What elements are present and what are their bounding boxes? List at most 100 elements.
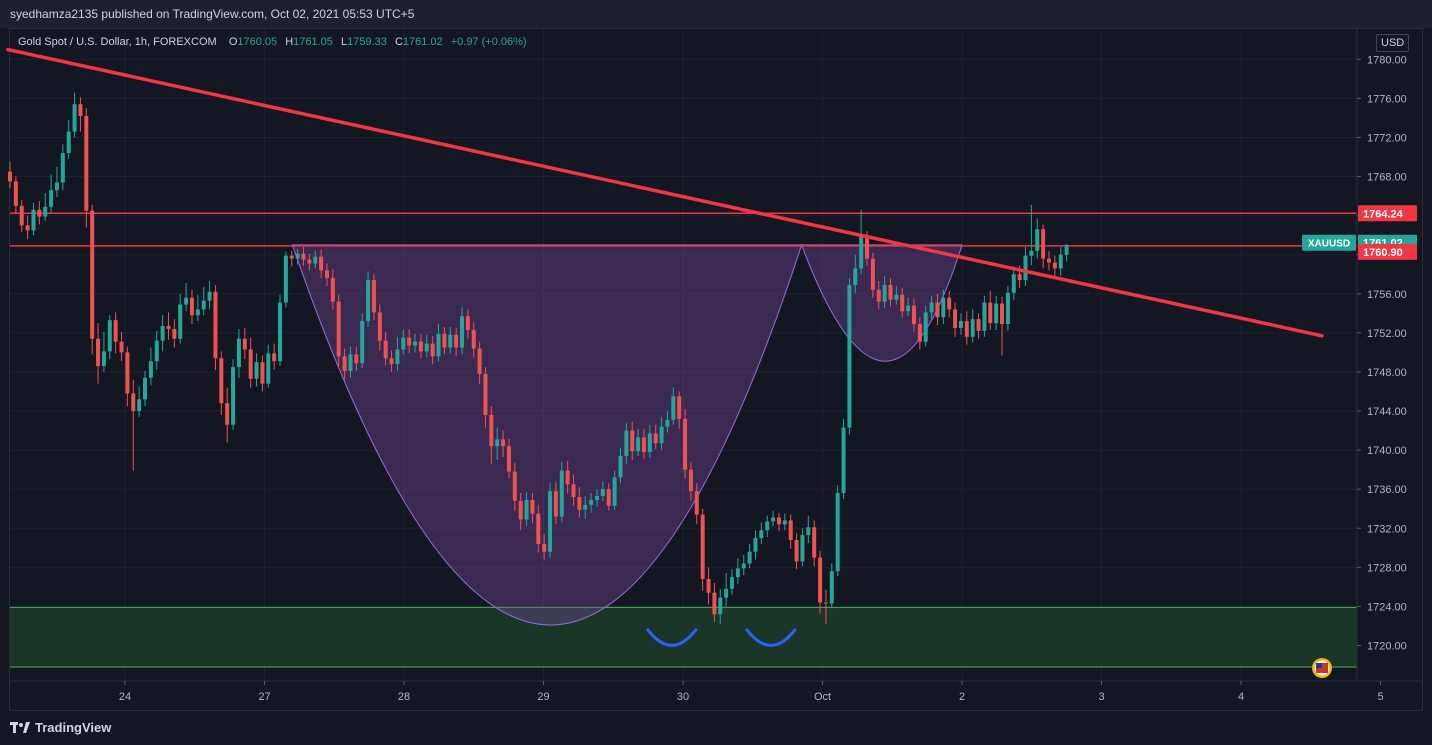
candle	[982, 295, 987, 337]
candle	[436, 324, 441, 362]
time-tick-label: 27	[258, 691, 270, 703]
tradingview-logo-icon	[10, 721, 30, 733]
candle	[630, 421, 635, 460]
candle-body	[665, 419, 670, 427]
candle	[84, 108, 89, 228]
candle-body	[624, 430, 629, 456]
candle	[589, 493, 594, 513]
footer: TradingView	[0, 711, 1432, 745]
candle-body	[319, 256, 324, 271]
symbol-tag-text: XAUUSD	[1308, 239, 1350, 250]
candle	[477, 341, 482, 384]
candle-body	[806, 527, 811, 536]
currency-selector[interactable]: USD	[1376, 34, 1410, 52]
candle-body	[195, 309, 200, 316]
candle-body	[254, 362, 259, 379]
candle-body	[724, 588, 729, 598]
candle	[518, 493, 523, 531]
candle-body	[747, 551, 752, 564]
price-label: 1764.24	[1358, 205, 1417, 222]
price-label-bg	[1358, 243, 1417, 260]
candle	[994, 295, 999, 330]
candle-body	[876, 289, 881, 302]
time-tick-label: 29	[537, 691, 549, 703]
candle	[424, 334, 429, 358]
open-value: 1760.05	[237, 36, 278, 48]
symbol-name[interactable]: Gold Spot / U.S. Dollar, 1h, FOREXCOM	[18, 36, 217, 48]
candle-body	[166, 326, 171, 329]
candle-body	[495, 439, 500, 447]
candle	[54, 166, 59, 198]
price-tick-label: 1768.00	[1367, 172, 1407, 184]
candle	[195, 294, 200, 322]
candle	[336, 294, 341, 367]
candle-body	[600, 489, 605, 497]
candle	[1011, 266, 1016, 300]
candle-body	[66, 131, 71, 154]
candle	[847, 278, 852, 435]
candles	[8, 92, 1069, 625]
candle-body	[137, 399, 142, 412]
candle	[911, 298, 916, 332]
candle	[143, 370, 148, 407]
candle-body	[154, 340, 159, 362]
candle-body	[765, 521, 770, 531]
candle	[876, 281, 881, 310]
price-tick-label: 1728.00	[1367, 562, 1407, 574]
candle	[970, 309, 975, 343]
candle-body	[677, 396, 682, 419]
candle-body	[19, 205, 24, 226]
candle-body	[90, 210, 95, 339]
candle	[96, 323, 101, 384]
candle-body	[694, 491, 699, 515]
candle-body	[501, 439, 506, 447]
candle-body	[518, 500, 523, 520]
candle-body	[641, 437, 646, 453]
trendline	[6, 47, 1324, 338]
candle-body	[395, 349, 400, 365]
candle	[430, 335, 435, 365]
candle-body	[847, 284, 852, 428]
candle-body	[735, 568, 740, 578]
time-axis[interactable]: 24 27 28 29 30 Oct 2 3 4 5	[10, 680, 1422, 703]
candle	[941, 289, 946, 325]
double-bottom-marks	[646, 628, 797, 647]
candle-body	[278, 302, 283, 362]
candle	[201, 286, 206, 316]
candle	[595, 489, 599, 507]
candle	[835, 485, 840, 577]
candle	[260, 355, 265, 392]
candle	[125, 346, 130, 407]
candle	[776, 512, 781, 532]
price-axis[interactable]: 1780.001776.001772.001768.001764.001760.…	[1356, 29, 1422, 681]
candle-body	[1041, 229, 1046, 259]
candle-body	[859, 236, 864, 269]
candle	[1041, 224, 1046, 269]
chart-frame	[9, 28, 1423, 711]
candle-body	[853, 268, 858, 285]
candle	[853, 254, 858, 293]
candle	[37, 200, 42, 225]
candle-body	[618, 455, 623, 478]
publisher-line: syedhamza2135 published on TradingView.c…	[10, 7, 415, 21]
candle-body	[360, 321, 365, 364]
tradingview-logo[interactable]: TradingView	[10, 720, 111, 735]
candle-body	[941, 297, 946, 318]
candle-body	[630, 430, 635, 452]
symbol-legend: Gold Spot / U.S. Dollar, 1h, FOREXCOM O1…	[18, 36, 527, 48]
candle	[289, 250, 294, 267]
time-tick-label: Oct	[814, 691, 831, 703]
candle-body	[606, 489, 611, 506]
price-tick-label: 1736.00	[1367, 484, 1407, 496]
candle	[536, 504, 541, 553]
candle	[324, 263, 329, 286]
price-label-text: 1760.90	[1363, 247, 1403, 259]
candle	[31, 202, 36, 236]
candle	[818, 550, 823, 614]
candle	[917, 317, 922, 350]
candle	[495, 427, 500, 460]
candle	[454, 327, 459, 357]
candle	[342, 348, 347, 380]
price-tick-label: 1776.00	[1367, 93, 1407, 105]
